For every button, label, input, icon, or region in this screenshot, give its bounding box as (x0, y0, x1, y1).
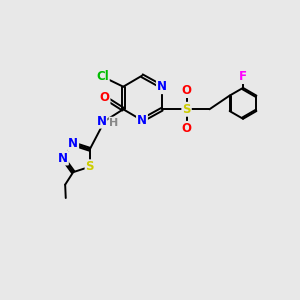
Text: O: O (182, 84, 192, 97)
Text: H: H (110, 118, 119, 128)
Text: N: N (97, 115, 106, 128)
Text: N: N (58, 152, 68, 164)
Text: F: F (239, 70, 247, 83)
Text: S: S (85, 160, 94, 173)
Text: S: S (182, 103, 191, 116)
Text: O: O (182, 122, 192, 135)
Text: N: N (137, 114, 147, 127)
Text: N: N (68, 137, 78, 150)
Text: O: O (100, 91, 110, 104)
Text: Cl: Cl (96, 70, 109, 83)
Text: N: N (157, 80, 167, 93)
